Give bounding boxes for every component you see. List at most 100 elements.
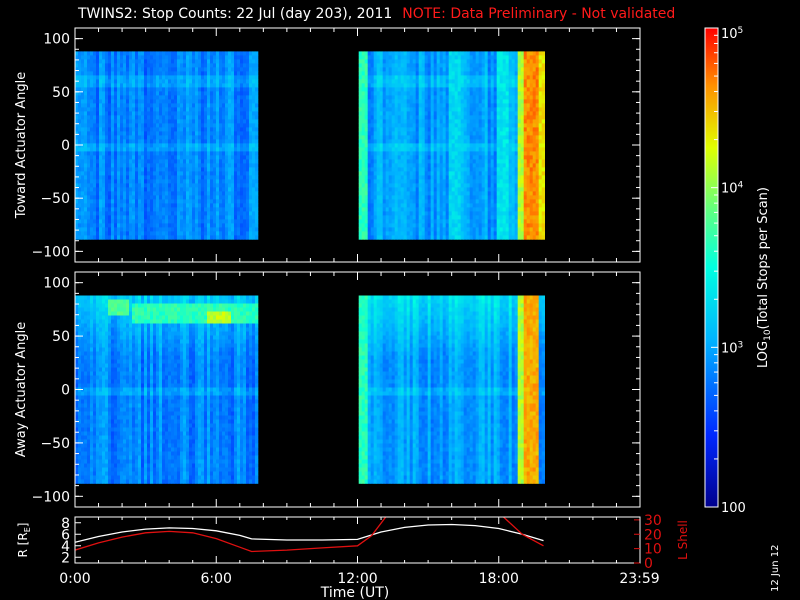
heatmap-cell: [135, 219, 139, 224]
heatmap-cell: [111, 131, 115, 136]
heatmap-cell: [153, 199, 157, 204]
heatmap-cell: [120, 183, 124, 188]
heatmap-cell: [400, 59, 404, 64]
heatmap-cell: [228, 203, 232, 208]
heatmap-cell: [216, 219, 220, 224]
heatmap-cell: [108, 179, 112, 184]
heatmap-cell: [147, 131, 151, 136]
heatmap-cell: [421, 143, 425, 148]
heatmap-cell: [358, 95, 362, 100]
heatmap-cell: [376, 63, 380, 68]
heatmap-cell: [144, 111, 148, 116]
heatmap-cell: [123, 103, 127, 108]
heatmap-cell: [177, 99, 181, 104]
heatmap-cell: [78, 67, 82, 72]
heatmap-cell: [96, 175, 100, 180]
heatmap-cell: [370, 143, 374, 148]
heatmap-cell: [385, 207, 389, 212]
heatmap-cell: [222, 175, 226, 180]
heatmap-cell: [120, 187, 124, 192]
heatmap-cell: [183, 51, 187, 56]
heatmap-cell: [165, 215, 169, 220]
heatmap-cell: [255, 195, 259, 200]
heatmap-cell: [409, 119, 413, 124]
heatmap-cell: [391, 195, 395, 200]
heatmap-cell: [189, 95, 193, 100]
heatmap-cell: [427, 123, 431, 128]
heatmap-cell: [87, 151, 91, 156]
heatmap-cell: [81, 179, 85, 184]
heatmap-cell: [409, 191, 413, 196]
heatmap-cell: [388, 75, 392, 80]
heatmap-cell: [123, 59, 127, 64]
heatmap-cell: [102, 123, 106, 128]
heatmap-cell: [213, 159, 217, 164]
heatmap-cell: [231, 111, 235, 116]
heatmap-cell: [210, 103, 214, 108]
heatmap-cell: [237, 231, 241, 236]
heatmap-cell: [463, 115, 467, 120]
heatmap-cell: [189, 71, 193, 76]
heatmap-cell: [117, 63, 121, 68]
heatmap-cell: [442, 155, 446, 160]
heatmap-cell: [150, 159, 154, 164]
heatmap-cell: [370, 151, 374, 156]
heatmap-cell: [105, 203, 109, 208]
heatmap-cell: [460, 71, 464, 76]
heatmap-cell: [382, 223, 386, 228]
heatmap-cell: [126, 207, 130, 212]
heatmap-cell: [391, 63, 395, 68]
heatmap-cell: [201, 87, 205, 92]
heatmap-cell: [135, 131, 139, 136]
heatmap-cell: [141, 107, 145, 112]
heatmap-cell: [430, 55, 434, 60]
heatmap-cell: [490, 207, 494, 212]
heatmap-cell: [475, 227, 479, 232]
heatmap-cell: [385, 183, 389, 188]
heatmap-cell: [406, 231, 410, 236]
heatmap-cell: [144, 51, 148, 56]
heatmap-cell: [135, 215, 139, 220]
heatmap-cell: [376, 211, 380, 216]
heatmap-cell: [237, 71, 241, 76]
heatmap-cell: [171, 219, 175, 224]
heatmap-cell: [75, 63, 79, 68]
heatmap-cell: [466, 91, 470, 96]
heatmap-cell: [204, 115, 208, 120]
heatmap-cell: [478, 63, 482, 68]
heatmap-cell: [424, 227, 428, 232]
heatmap-cell: [222, 227, 226, 232]
heatmap-cell: [379, 111, 383, 116]
heatmap-cell: [186, 159, 190, 164]
heatmap-cell: [186, 67, 190, 72]
heatmap-cell: [180, 159, 184, 164]
heatmap-cell: [451, 111, 455, 116]
heatmap-cell: [201, 191, 205, 196]
heatmap-cell: [87, 207, 91, 212]
heatmap-cell: [93, 223, 97, 228]
heatmap-cell: [385, 67, 389, 72]
heatmap-cell: [105, 63, 109, 68]
heatmap-cell: [463, 207, 467, 212]
heatmap-cell: [249, 215, 253, 220]
heatmap-cell: [379, 83, 383, 88]
heatmap-cell: [252, 227, 256, 232]
heatmap-cell: [207, 187, 211, 192]
heatmap-cell: [96, 115, 100, 120]
heatmap-cell: [210, 207, 214, 212]
heatmap-cell: [87, 131, 91, 136]
heatmap-cell: [132, 215, 136, 220]
heatmap-cell: [165, 115, 169, 120]
heatmap-cell: [162, 203, 166, 208]
heatmap-cell: [403, 231, 407, 236]
heatmap-cell: [84, 67, 88, 72]
heatmap-cell: [424, 151, 428, 156]
heatmap-cell: [370, 203, 374, 208]
heatmap-cell: [409, 219, 413, 224]
heatmap-cell: [156, 99, 160, 104]
heatmap-cell: [135, 59, 139, 64]
heatmap-cell: [162, 159, 166, 164]
heatmap-cell: [132, 131, 136, 136]
heatmap-cell: [469, 115, 473, 120]
heatmap-cell: [451, 127, 455, 132]
